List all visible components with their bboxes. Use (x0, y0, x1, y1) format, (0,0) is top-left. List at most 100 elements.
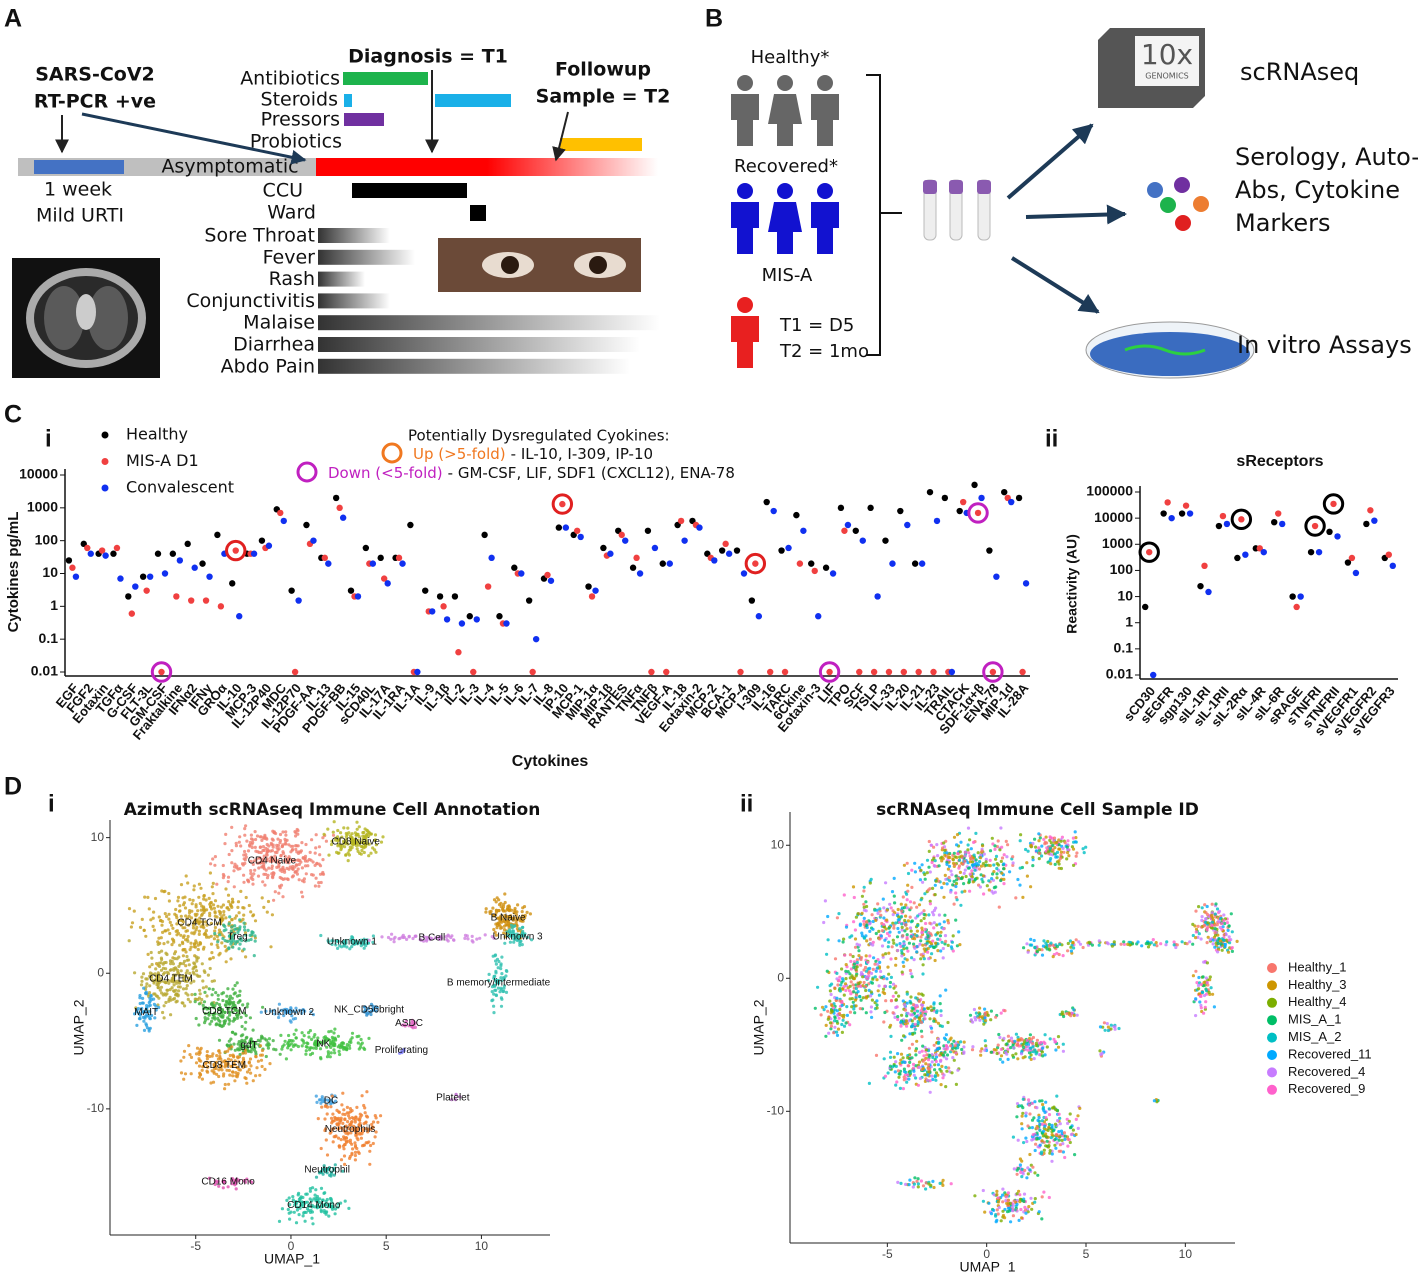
cell-point (1006, 843, 1010, 847)
data-point (1219, 512, 1227, 520)
cell-point (921, 943, 925, 947)
cell-point (276, 837, 280, 841)
cell-point (273, 890, 277, 894)
legend-label: MIS-A D1 (126, 451, 199, 470)
cell-point (1021, 895, 1025, 900)
cell-point (877, 929, 881, 934)
cell-point (301, 1195, 305, 1200)
cell-point (170, 943, 174, 947)
cell-point (978, 1018, 982, 1022)
cell-point (518, 943, 522, 947)
cell-point (962, 1051, 966, 1055)
cell-point (1075, 1013, 1079, 1017)
cell-point (271, 873, 275, 877)
cell-point (254, 1055, 258, 1059)
cell-point (1029, 885, 1033, 889)
cell-point (310, 1216, 314, 1220)
cell-point (272, 1047, 276, 1051)
cell-point (852, 976, 857, 981)
data-point (796, 560, 804, 567)
cell-point (929, 942, 934, 946)
cell-point (215, 1022, 219, 1026)
cell-point (925, 858, 930, 862)
highlight-circle (1304, 515, 1326, 537)
cell-point (198, 916, 202, 920)
cell-point (213, 899, 218, 903)
data-point (718, 547, 726, 554)
cell-point (264, 868, 268, 872)
cell-point (1213, 931, 1217, 935)
cell-point (506, 905, 510, 909)
cell-point (181, 948, 186, 952)
cell-point (1024, 1042, 1028, 1046)
cell-point (1063, 841, 1067, 845)
cell-point (954, 891, 958, 895)
cell-point (1224, 933, 1228, 937)
data-point (295, 597, 302, 604)
cell-point (163, 912, 167, 916)
cell-point (243, 858, 247, 862)
cell-point (184, 964, 188, 968)
cell-point (1057, 847, 1061, 851)
cell-point (1199, 994, 1203, 999)
cell-point (222, 910, 226, 914)
cell-point (265, 910, 269, 914)
cell-point (202, 894, 206, 898)
cell-point (868, 937, 872, 941)
cell-point (238, 835, 242, 839)
cell-point (1117, 1026, 1121, 1031)
cell-point (227, 1022, 231, 1026)
cell-point (176, 895, 181, 900)
cell-point (892, 926, 896, 930)
data-point (844, 521, 852, 529)
cell-point (908, 968, 913, 973)
cell-point (960, 890, 964, 894)
cell-point (903, 1008, 908, 1012)
cell-point (936, 1037, 941, 1041)
cell-point (842, 985, 846, 989)
cell-point (194, 905, 198, 909)
person-body (811, 202, 839, 254)
cell-point (315, 1100, 319, 1104)
cell-point (844, 963, 848, 967)
cell-point (491, 913, 495, 918)
cell-point (490, 935, 494, 939)
cell-point (894, 963, 898, 967)
cell-point (878, 907, 882, 911)
cell-point (1213, 945, 1217, 949)
cell-point (1194, 997, 1198, 1001)
cell-point (159, 936, 163, 940)
data-point (429, 608, 436, 615)
cell-point (943, 873, 947, 878)
data-point (1164, 499, 1171, 506)
cell-point (234, 844, 238, 848)
cell-point (175, 929, 179, 933)
cell-point (463, 936, 467, 941)
cell-point (879, 913, 883, 917)
cell-point (898, 942, 902, 946)
cell-point (208, 914, 212, 918)
data-point (633, 554, 640, 562)
cell-point (202, 1000, 207, 1004)
cell-point (954, 1051, 958, 1055)
data-point (1019, 668, 1026, 676)
cell-point (840, 980, 844, 984)
cell-point (869, 994, 873, 998)
cell-point (840, 967, 844, 971)
cell-point (1049, 862, 1053, 866)
cell-point (1220, 927, 1224, 931)
cell-point (171, 997, 175, 1001)
cell-point (280, 1047, 284, 1051)
cell-point (338, 944, 342, 948)
cell-point (822, 920, 826, 925)
cell-point (346, 826, 350, 830)
cell-point (231, 987, 235, 991)
cell-point (166, 988, 170, 992)
cell-point (379, 840, 384, 844)
cell-point (512, 924, 516, 929)
cell-point (248, 843, 252, 847)
cell-point (179, 1059, 183, 1063)
cell-point (314, 833, 318, 837)
cell-point (226, 893, 231, 897)
cell-point (287, 857, 291, 861)
